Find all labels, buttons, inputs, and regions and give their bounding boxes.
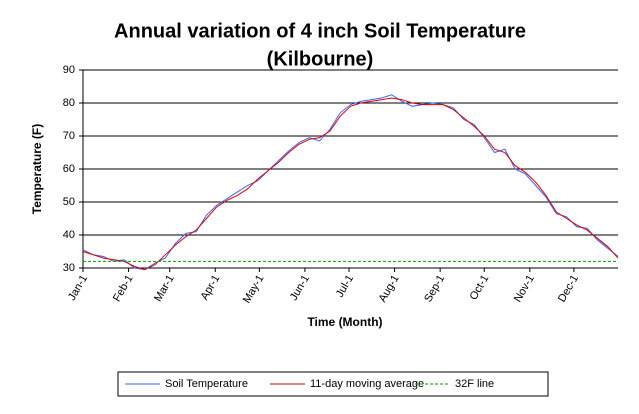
y-tick-label: 30 [63,262,75,274]
legend-label: Soil Temperature [165,378,248,390]
y-tick-label: 50 [63,196,75,208]
x-axis-label: Time (Month) [307,315,382,329]
y-tick-label: 70 [63,130,75,142]
y-tick-label: 40 [63,229,75,241]
y-tick-label: 80 [63,97,75,109]
y-tick-label: 90 [63,64,75,76]
legend [117,371,549,397]
y-axis-label: Temperature (F) [30,124,44,214]
y-tick-label: 60 [63,163,75,175]
legend-label: 11-day moving average [310,378,424,390]
legend-label: 32F line [455,378,494,390]
chart-title: Annual variation of 4 inch Soil Temperat… [114,20,526,42]
chart-title: (Kilbourne) [267,48,374,70]
data-line [82,97,619,271]
